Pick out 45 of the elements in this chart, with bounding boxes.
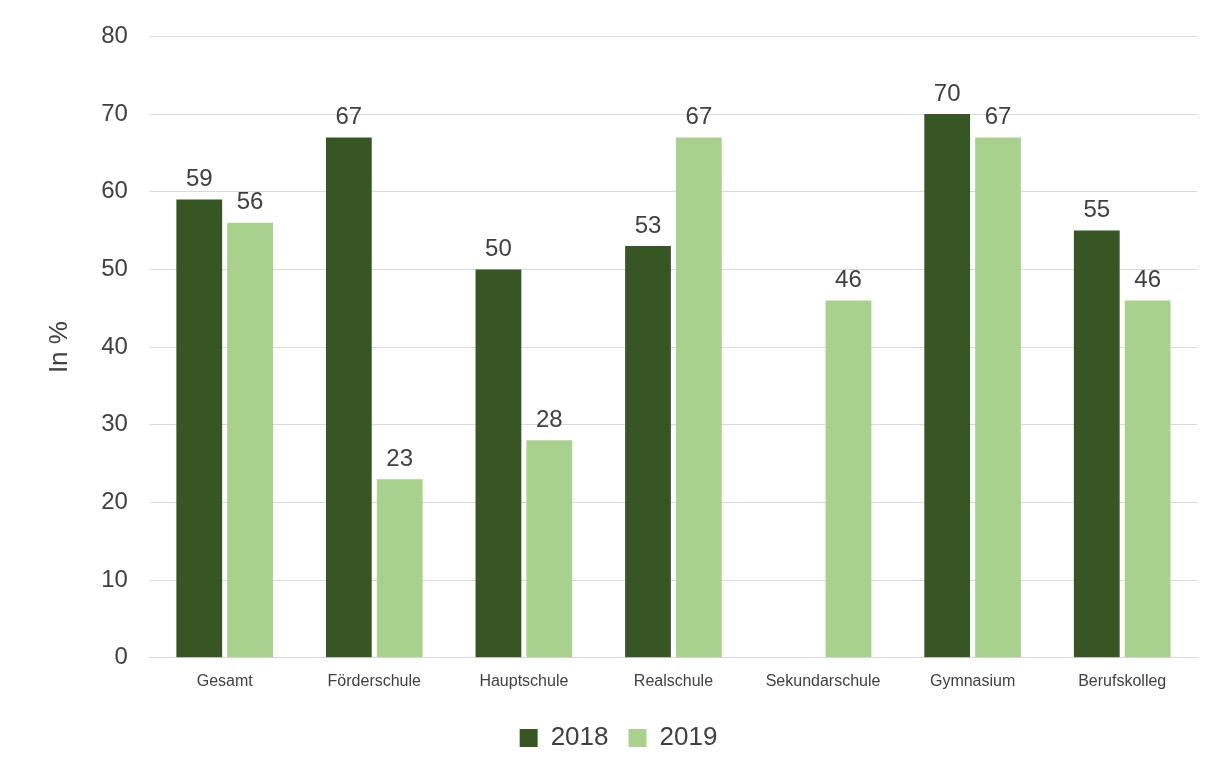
x-tick-label: Sekundarschule: [765, 671, 881, 689]
x-tick-label: Gymnasium: [929, 671, 1016, 689]
bar: [1073, 230, 1120, 658]
y-tick-label: 80: [101, 21, 128, 49]
data-label: 46: [1134, 265, 1161, 293]
data-label: 67: [984, 102, 1012, 129]
data-label: 56: [236, 187, 264, 215]
y-tick-label: 20: [101, 487, 128, 515]
y-tick-label: 10: [101, 564, 128, 592]
data-label: 59: [185, 164, 213, 192]
bar: [325, 137, 372, 658]
data-label: 53: [634, 210, 662, 238]
bar: [825, 300, 872, 658]
legend-label: 2019: [659, 721, 718, 752]
bar: [176, 199, 223, 658]
data-label: 46: [835, 265, 862, 293]
y-tick-label: 60: [101, 176, 128, 204]
bar: [625, 246, 671, 658]
x-tick-label: Realschule: [633, 671, 714, 689]
bar: [227, 222, 274, 658]
data-label: 70: [933, 78, 961, 106]
y-axis-title: In %: [42, 321, 73, 374]
y-tick-label: 50: [101, 254, 128, 282]
bar: [924, 114, 971, 658]
y-tick-label: 70: [101, 98, 128, 126]
y-tick-label: 30: [101, 409, 128, 437]
y-tick-label: 40: [101, 331, 128, 359]
data-label: 28: [535, 404, 563, 432]
x-tick-label: Gesamt: [196, 671, 254, 689]
bar: [475, 269, 522, 658]
data-label: 67: [685, 102, 713, 129]
data-label: 23: [386, 443, 414, 471]
x-tick-label: Förderschule: [327, 671, 422, 689]
bar: [975, 137, 1021, 658]
bar: [376, 479, 423, 658]
y-tick-label: 0: [114, 642, 128, 670]
x-tick-label: Berufskolleg: [1078, 671, 1167, 689]
data-label: 55: [1083, 195, 1111, 223]
data-label: 67: [335, 102, 363, 129]
bar: [1124, 300, 1171, 658]
bar: [526, 440, 573, 658]
x-tick-label: Hauptschule: [479, 671, 569, 689]
legend-label: 2018: [550, 721, 609, 752]
bar: [675, 137, 722, 658]
data-label: 50: [485, 234, 512, 262]
